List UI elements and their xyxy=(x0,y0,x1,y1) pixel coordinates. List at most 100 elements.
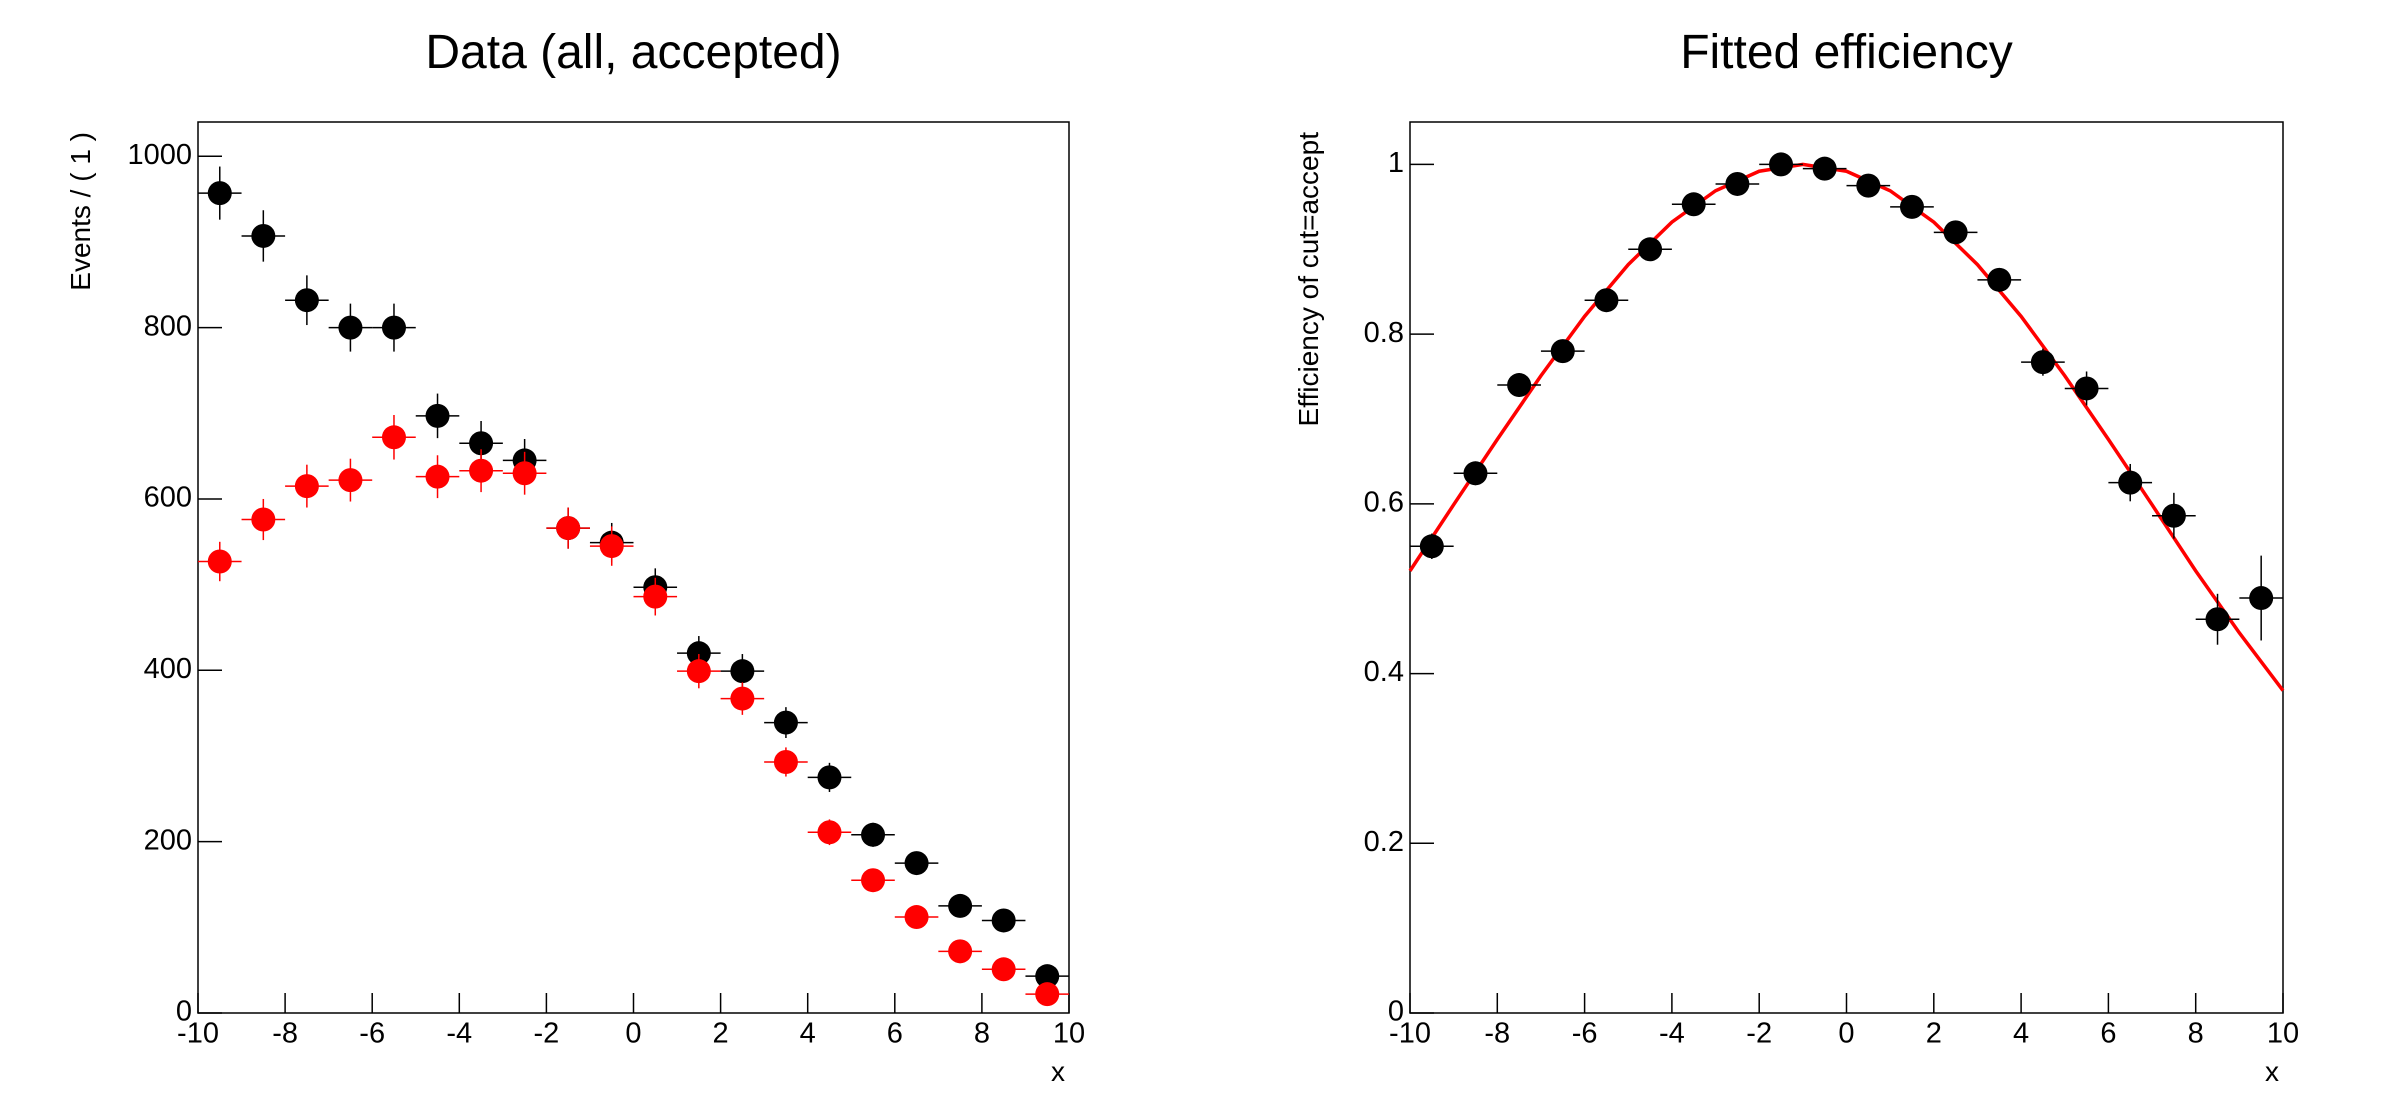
data-point xyxy=(686,641,711,666)
y-tick-label: 200 xyxy=(144,824,192,856)
x-tick-label: 10 xyxy=(2267,1018,2299,1050)
x-tick-label: 0 xyxy=(1838,1018,1854,1050)
data-point xyxy=(991,908,1016,933)
data-point xyxy=(817,765,842,790)
data-point xyxy=(2118,470,2143,495)
x-tick-label: -4 xyxy=(446,1018,472,1050)
x-tick-label: 8 xyxy=(974,1018,990,1050)
data-point xyxy=(1550,339,1575,364)
data-point xyxy=(251,507,276,532)
x-tick-label: -6 xyxy=(359,1018,385,1050)
data-point xyxy=(338,315,363,340)
x-tick-label: -2 xyxy=(1746,1018,1772,1050)
x-tick-label: 0 xyxy=(625,1018,641,1050)
y-tick-label: 400 xyxy=(144,653,192,685)
chart-title: Fitted efficiency xyxy=(1680,26,2013,79)
x-tick-label: -8 xyxy=(272,1018,298,1050)
y-tick-label: 0.8 xyxy=(1364,317,1404,349)
data-point xyxy=(1899,194,1924,219)
plot-frame xyxy=(197,121,1070,1014)
x-tick-label: -4 xyxy=(1659,1018,1685,1050)
x-tick-label: 10 xyxy=(1053,1018,1085,1050)
y-axis-title: Events / ( 1 ) xyxy=(65,132,96,291)
data-point xyxy=(1769,152,1794,177)
data-point xyxy=(1943,220,1968,245)
x-tick-label: 2 xyxy=(1926,1018,1942,1050)
data-point xyxy=(1856,173,1881,198)
x-axis-title: x xyxy=(2265,1056,2279,1087)
x-tick-label: -10 xyxy=(177,1018,219,1050)
data-point xyxy=(251,223,276,248)
data-point xyxy=(1681,192,1706,217)
data-point xyxy=(730,659,755,684)
data-point xyxy=(599,534,624,559)
y-tick-label: 600 xyxy=(144,482,192,514)
x-tick-label: 6 xyxy=(2100,1018,2116,1050)
data-point xyxy=(904,851,929,876)
data-point xyxy=(2074,376,2099,401)
fit-curve xyxy=(1408,162,2285,692)
x-tick-label: 8 xyxy=(2188,1018,2204,1050)
data-point xyxy=(1419,534,1444,559)
data-point xyxy=(948,893,973,918)
data-point xyxy=(991,957,1016,982)
data-point xyxy=(556,516,581,541)
x-tick-label: -2 xyxy=(534,1018,560,1050)
y-tick-label: 0.6 xyxy=(1364,487,1404,519)
data-point xyxy=(2161,503,2186,528)
x-tick-label: -8 xyxy=(1484,1018,1510,1050)
data-point xyxy=(904,905,929,930)
x-tick-label: 4 xyxy=(800,1018,816,1050)
data-point xyxy=(469,458,494,483)
data-point xyxy=(1638,237,1663,262)
data-point xyxy=(381,425,406,450)
data-point xyxy=(1594,288,1619,313)
chart-title: Data (all, accepted) xyxy=(425,26,841,79)
y-tick-label: 1 xyxy=(1388,147,1404,179)
data-point xyxy=(1987,267,2012,292)
data-point xyxy=(1463,461,1488,486)
data-point xyxy=(469,431,494,456)
data-point xyxy=(512,461,537,486)
data-point xyxy=(425,403,450,428)
data-point xyxy=(2249,586,2274,611)
data-point xyxy=(643,584,668,609)
data-point xyxy=(381,315,406,340)
data-point xyxy=(1507,373,1532,398)
x-tick-label: -6 xyxy=(1572,1018,1598,1050)
data-point xyxy=(773,749,798,774)
x-tick-label: 4 xyxy=(2013,1018,2029,1050)
x-tick-label: 6 xyxy=(887,1018,903,1050)
x-tick-label: 2 xyxy=(713,1018,729,1050)
x-axis-title: x xyxy=(1051,1056,1065,1087)
x-tick-label: -10 xyxy=(1389,1018,1431,1050)
data-point xyxy=(817,820,842,845)
y-tick-label: 0 xyxy=(1388,996,1404,1028)
data-point xyxy=(730,686,755,711)
y-tick-label: 1000 xyxy=(127,139,192,171)
data-point xyxy=(2205,607,2230,632)
data-point xyxy=(773,710,798,735)
data-point xyxy=(2030,350,2055,375)
data-point xyxy=(861,868,886,893)
data-point xyxy=(425,464,450,489)
data-point xyxy=(686,659,711,684)
data-point xyxy=(338,468,363,493)
y-axis-title: Efficiency of cut=accept xyxy=(1293,132,1324,427)
y-tick-label: 0 xyxy=(176,996,192,1028)
data-point xyxy=(1725,171,1750,196)
plot-frame xyxy=(1409,121,2284,1014)
y-tick-label: 0.4 xyxy=(1364,656,1404,688)
y-tick-label: 800 xyxy=(144,310,192,342)
data-point xyxy=(1035,964,1060,989)
data-point xyxy=(207,549,232,574)
data-point xyxy=(1035,982,1060,1007)
data-point xyxy=(294,288,319,313)
data-point xyxy=(207,181,232,206)
data-point xyxy=(1812,156,1837,181)
data-point xyxy=(861,822,886,847)
data-point xyxy=(294,474,319,499)
y-tick-label: 0.2 xyxy=(1364,826,1404,858)
data-point xyxy=(948,939,973,964)
